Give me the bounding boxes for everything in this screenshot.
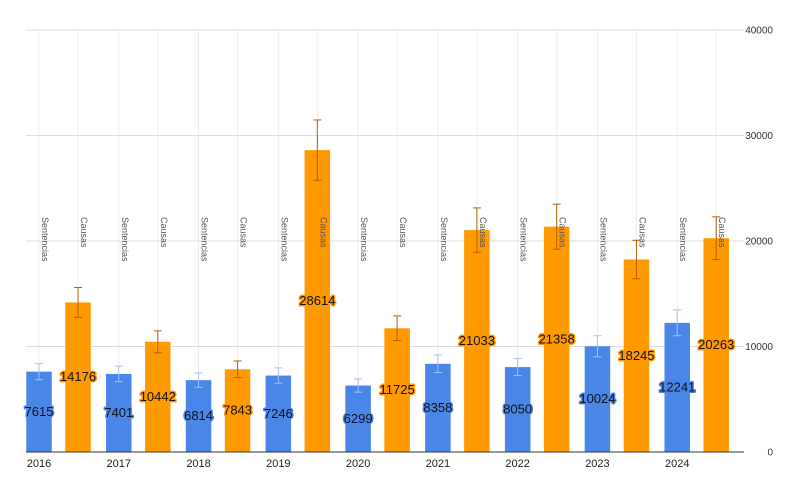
bar-sentencias-2023: [584, 346, 611, 452]
bars: [26, 150, 729, 452]
value-label: 20263: [698, 337, 734, 352]
bar-sentencias-2020: [345, 385, 371, 452]
value-label: 6299: [344, 411, 373, 426]
bar-causas-2024: [703, 238, 729, 452]
value-labels: 7615 14176 7401 10442 6814 7843 7246 28614 6299 1…: [23, 292, 736, 428]
series-tag-causas: Causas: [717, 217, 727, 248]
bar-causas-2017: [145, 341, 171, 452]
value-label: 7615: [25, 404, 54, 419]
bar-causas-2023: [623, 259, 650, 452]
bar-sentencias-2017: [106, 373, 132, 452]
x-tick-label: 2016: [27, 458, 51, 470]
bar-sentencias-2019: [265, 375, 292, 452]
bar-causas-2016: [65, 302, 91, 452]
value-label: 21033: [459, 333, 495, 348]
value-label: 10024: [579, 391, 615, 406]
value-label: 6814: [184, 408, 213, 423]
bar-causas-2019: [304, 150, 331, 452]
y-tick-label: 0: [767, 448, 773, 459]
value-label: 8358: [423, 400, 452, 415]
x-tick-label: 2023: [585, 458, 609, 470]
x-tick-label: 2017: [107, 458, 131, 470]
bar-sentencias-2021: [425, 363, 451, 452]
value-label: 28614: [299, 293, 335, 308]
y-tick-label: 20000: [745, 237, 773, 248]
series-tag-causas: Causas: [79, 217, 89, 248]
value-label: 11725: [380, 382, 415, 397]
bar-causas-2020: [384, 328, 410, 452]
bar-causas-2021: [464, 230, 490, 452]
x-tick-label: 2020: [346, 458, 370, 470]
value-label: 21358: [539, 331, 575, 346]
x-axis-tick-labels: 2016 2017 2018 2019 2020 2021 2022 2023 2024: [27, 458, 690, 470]
bar-sentencias-2016: [26, 371, 52, 452]
series-tag-sentencias: Sentencias: [439, 217, 449, 262]
value-label: 18245: [618, 348, 654, 363]
series-tag-causas: Causas: [239, 217, 249, 248]
x-tick-label: 2024: [665, 458, 689, 470]
series-tag-sentencias: Sentencias: [359, 217, 369, 262]
series-tag-causas: Causas: [398, 217, 408, 248]
series-tag-sentencias: Sentencias: [519, 217, 529, 262]
y-tick-label: 40000: [745, 26, 773, 37]
bar-sentencias-2022: [504, 367, 531, 452]
bar-causas-2018: [224, 369, 251, 452]
series-tag-sentencias: Sentencias: [120, 217, 130, 262]
x-tick-label: 2018: [186, 458, 210, 470]
bar-sentencias-2018: [185, 380, 212, 452]
error-bars: [35, 119, 721, 393]
value-label: 12241: [659, 379, 695, 394]
x-tick-label: 2021: [426, 458, 450, 470]
value-label: 10442: [140, 389, 176, 404]
value-label: 8050: [503, 402, 532, 417]
series-tag-sentencias: Sentencias: [678, 217, 688, 262]
series-tags: Sentencias Causas Sentencias Causas Sentenci…: [40, 217, 727, 262]
series-tag-causas: Causas: [558, 217, 568, 248]
x-tick-label: 2019: [266, 458, 290, 470]
series-tag-sentencias: Sentencias: [200, 217, 210, 262]
value-label: 7246: [264, 406, 293, 421]
series-tag-sentencias: Sentencias: [279, 217, 289, 262]
bar-sentencias-2024: [664, 322, 690, 452]
x-tick-label: 2022: [505, 458, 529, 470]
series-tag-causas: Causas: [159, 217, 169, 248]
series-tag-causas: Causas: [318, 217, 328, 248]
value-label: 7401: [104, 405, 133, 420]
value-label: 7843: [223, 403, 252, 418]
y-tick-label: 30000: [745, 131, 773, 142]
y-axis-tick-labels: 0 10000 20000 30000 40000: [745, 26, 773, 459]
bar-causas-2022: [543, 226, 570, 452]
series-tag-causas: Causas: [478, 217, 488, 248]
series-tag-sentencias: Sentencias: [40, 217, 50, 262]
y-tick-label: 10000: [745, 342, 773, 353]
series-tag-sentencias: Sentencias: [598, 217, 608, 262]
value-label: 14176: [60, 369, 96, 384]
series-tag-causas: Causas: [637, 217, 647, 248]
